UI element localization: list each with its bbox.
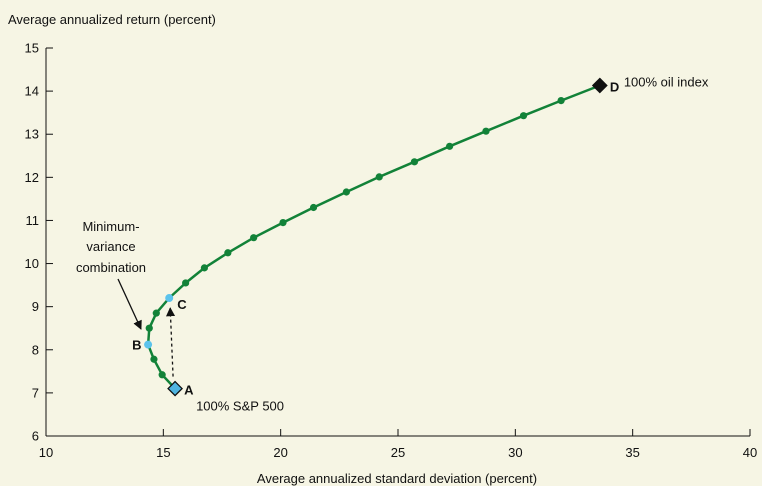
point-c-label: C — [177, 297, 187, 312]
point-d-annotation: 100% oil index — [624, 75, 709, 90]
y-tick-label-13: 13 — [25, 127, 39, 142]
frontier-line — [146, 84, 601, 390]
data-point-9 — [224, 249, 232, 257]
point-a-label: A — [184, 383, 194, 398]
data-point-16 — [446, 142, 454, 150]
x-axis-title: Average annualized standard deviation (p… — [257, 471, 537, 486]
min-variance-label-line-2: variance — [86, 239, 135, 254]
dashed-arrow-a-to-c — [165, 307, 176, 377]
y-tick-label-7: 7 — [32, 385, 39, 400]
data-point-2 — [150, 355, 158, 363]
x-tick-label-10: 10 — [39, 445, 53, 460]
x-tick-label-20: 20 — [273, 445, 287, 460]
data-point-1 — [158, 371, 166, 379]
x-tick-label-30: 30 — [508, 445, 522, 460]
data-point-14 — [375, 173, 383, 181]
min-variance-label-line-1: Minimum- — [82, 219, 139, 234]
data-point-11 — [279, 219, 287, 227]
x-tick-label-25: 25 — [391, 445, 405, 460]
point-d-marker — [591, 77, 608, 94]
data-point-8 — [200, 264, 208, 272]
tick-marks: 6 7 8 9 10 11 12 13 14 15 10 15 20 25 30 35 40 — [25, 41, 758, 461]
y-tick-label-9: 9 — [32, 299, 39, 314]
data-point-4 — [145, 324, 153, 332]
y-axis-title: Average annualized return (percent) — [8, 12, 216, 27]
y-tick-label-11: 11 — [26, 213, 40, 228]
y-tick-label-8: 8 — [32, 342, 39, 357]
point-a-marker — [167, 380, 183, 397]
y-tick-label-12: 12 — [25, 170, 39, 185]
point-b-label: B — [132, 338, 141, 353]
data-point-7 — [182, 279, 190, 287]
axes — [45, 48, 750, 437]
point-c-marker — [165, 294, 174, 303]
data-point-17 — [482, 127, 490, 135]
data-point-13 — [342, 188, 350, 196]
data-point-12 — [309, 203, 318, 212]
y-tick-label-6: 6 — [32, 429, 39, 444]
data-point-5 — [152, 309, 160, 317]
min-variance-arrow — [117, 278, 142, 330]
y-tick-label-15: 15 — [25, 41, 39, 56]
x-tick-label-40: 40 — [743, 445, 757, 460]
x-tick-label-15: 15 — [156, 445, 170, 460]
data-point-19 — [557, 96, 565, 105]
point-d-label: D — [610, 80, 619, 95]
y-tick-label-14: 14 — [25, 84, 39, 99]
data-point-18 — [519, 112, 528, 120]
x-tick-label-35: 35 — [625, 445, 639, 460]
point-a-annotation: 100% S&P 500 — [196, 399, 284, 414]
y-tick-label-10: 10 — [25, 256, 39, 271]
series-layer — [145, 84, 601, 390]
point-b-marker — [144, 340, 153, 349]
min-variance-label-line-3: combination — [76, 260, 146, 275]
data-point-10 — [250, 234, 258, 242]
data-point-15 — [410, 158, 419, 166]
